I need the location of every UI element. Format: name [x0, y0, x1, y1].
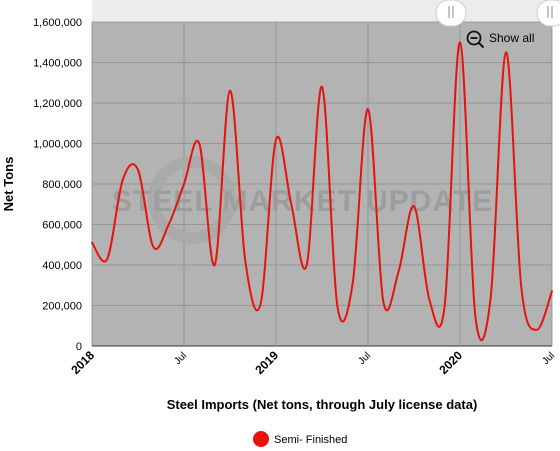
y-tick-label: 1,600,000 — [33, 17, 82, 29]
legend-label: Semi- Finished — [274, 434, 347, 446]
navigator-handle-right[interactable] — [536, 0, 560, 27]
x-tick-label: Jul — [172, 350, 189, 367]
show-all-button[interactable]: Show all — [466, 30, 535, 49]
legend-swatch — [253, 431, 269, 447]
series-line-semi-finished — [91, 41, 553, 341]
navigator-strip — [92, 0, 552, 22]
y-tick-label: 1,400,000 — [33, 58, 82, 70]
y-tick-label: 400,000 — [42, 260, 82, 272]
y-axis: 0 200,000 400,000 600,000 800,000 1,000,000 1,… — [33, 17, 82, 353]
x-axis-title: Steel Imports (Net tons, through July li… — [167, 397, 478, 412]
y-tick-label: 600,000 — [42, 220, 82, 232]
y-tick-label: 800,000 — [42, 179, 82, 191]
x-tick-label: Jul — [356, 350, 373, 367]
zoom-out-icon — [466, 30, 485, 49]
show-all-label: Show all — [489, 31, 534, 45]
x-axis: 2018 Jul 2019 Jul 2020 Jul — [68, 348, 557, 377]
navigator-handle-left[interactable] — [435, 0, 467, 27]
x-tick-label: 2018 — [68, 348, 97, 377]
x-tick-label: Jul — [540, 350, 557, 367]
x-tick-label: 2019 — [252, 348, 281, 377]
legend[interactable]: Semi- Finished — [253, 431, 347, 447]
watermark-logo: STEEL MARKET UPDATE — [112, 156, 493, 244]
y-tick-label: 1,000,000 — [33, 139, 82, 151]
y-tick-label: 1,200,000 — [33, 98, 82, 110]
watermark-text: STEEL MARKET UPDATE — [112, 185, 493, 218]
x-tick-label: 2020 — [436, 348, 465, 377]
y-tick-label: 0 — [76, 341, 82, 353]
y-tick-label: 200,000 — [42, 301, 82, 313]
y-axis-title: Net Tons — [1, 157, 16, 212]
